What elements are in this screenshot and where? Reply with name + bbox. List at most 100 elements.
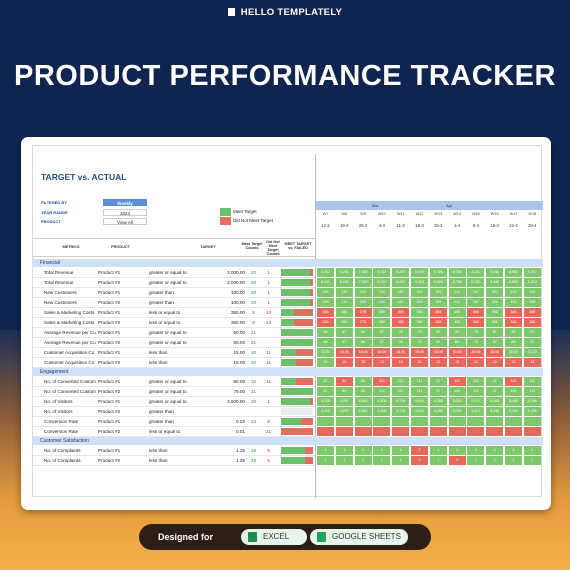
heatmap-cell[interactable]: 385	[373, 318, 391, 327]
heatmap-cell[interactable]: 495	[392, 318, 410, 327]
heatmap-cell[interactable]: 13	[317, 358, 334, 367]
heatmap-cell[interactable]: 495	[448, 318, 466, 327]
heatmap-cell[interactable]: 7,080	[354, 278, 372, 287]
heatmap-cell[interactable]: 165	[317, 288, 334, 297]
heatmap-cell[interactable]	[317, 417, 334, 426]
heatmap-cell[interactable]: 76	[392, 328, 410, 337]
heatmap-cell[interactable]: 5,345	[486, 407, 504, 416]
heatmap-cell[interactable]: 6,237	[392, 268, 410, 277]
heatmap-cell[interactable]: 4,908	[373, 397, 391, 406]
heatmap-cell[interactable]: 165	[317, 298, 334, 307]
heatmap-cell[interactable]: 346	[411, 318, 428, 327]
heatmap-cell[interactable]: 167	[467, 288, 485, 297]
heatmap-cell[interactable]: 18	[354, 358, 372, 367]
heatmap-cell[interactable]: 103	[505, 298, 522, 307]
heatmap-cell[interactable]: 103	[505, 288, 522, 297]
heatmap-cell[interactable]	[467, 417, 485, 426]
google-sheets-button[interactable]: GOOGLE SHEETS	[310, 529, 408, 545]
heatmap-cell[interactable]: 57	[523, 338, 541, 347]
heatmap-cell[interactable]: 4,840	[411, 397, 428, 406]
heatmap-cell[interactable]: 1	[505, 456, 522, 465]
heatmap-cell[interactable]: 57	[373, 338, 391, 347]
heatmap-cell[interactable]: 15.00	[505, 348, 522, 357]
heatmap-cell[interactable]: 159	[523, 288, 541, 297]
heatmap-cell[interactable]: 1	[392, 446, 410, 455]
heatmap-cell[interactable]: 84	[335, 377, 353, 386]
heatmap-cell[interactable]: 112	[448, 387, 466, 396]
heatmap-cell[interactable]: 16	[392, 358, 410, 367]
heatmap-cell[interactable]: 69	[448, 338, 466, 347]
heatmap-cell[interactable]: 112	[505, 387, 522, 396]
heatmap-cell[interactable]: 68	[317, 338, 334, 347]
heatmap-cell[interactable]: 346	[317, 308, 334, 317]
heatmap-cell[interactable]: 87	[335, 328, 353, 337]
heatmap-cell[interactable]: 167	[392, 288, 410, 297]
filter-period-select[interactable]: Weekly	[103, 199, 147, 206]
heatmap-cell[interactable]: 4,908	[373, 407, 391, 416]
heatmap-cell[interactable]: 75	[411, 338, 428, 347]
heatmap-cell[interactable]: 1	[429, 446, 447, 455]
heatmap-cell[interactable]: 111	[523, 377, 541, 386]
heatmap-cell[interactable]	[486, 427, 504, 436]
heatmap-cell[interactable]: 7,080	[354, 268, 372, 277]
heatmap-cell[interactable]: 15	[411, 358, 428, 367]
heatmap-cell[interactable]: 5,434	[411, 278, 428, 287]
heatmap-cell[interactable]: 87	[335, 338, 353, 347]
heatmap-cell[interactable]: 57	[523, 328, 541, 337]
heatmap-cell[interactable]: 6,326	[429, 278, 447, 287]
filter-year-select[interactable]: 2024	[103, 209, 147, 216]
heatmap-cell[interactable]: 5,092	[448, 397, 466, 406]
heatmap-cell[interactable]: 13	[523, 358, 541, 367]
heatmap-cell[interactable]: 5,217	[467, 407, 485, 416]
heatmap-cell[interactable]	[373, 427, 391, 436]
heatmap-cell[interactable]: 3	[448, 456, 466, 465]
heatmap-cell[interactable]	[317, 427, 334, 436]
heatmap-cell[interactable]: 5,396	[523, 397, 541, 406]
heatmap-cell[interactable]: 385	[429, 318, 447, 327]
heatmap-cell[interactable]	[523, 427, 541, 436]
heatmap-cell[interactable]: 15	[448, 358, 466, 367]
heatmap-cell[interactable]: 97	[429, 377, 447, 386]
heatmap-cell[interactable]	[411, 427, 428, 436]
heatmap-cell[interactable]: 346	[467, 308, 485, 317]
heatmap-cell[interactable]: 87	[486, 338, 504, 347]
heatmap-cell[interactable]: 86	[354, 328, 372, 337]
heatmap-cell[interactable]: 87	[317, 387, 334, 396]
heatmap-cell[interactable]: 87	[317, 377, 334, 386]
heatmap-cell[interactable]: 112	[392, 387, 410, 396]
heatmap-cell[interactable]: 97	[486, 387, 504, 396]
heatmap-cell[interactable]: 1	[467, 446, 485, 455]
heatmap-cell[interactable]: 97	[486, 377, 504, 386]
heatmap-cell[interactable]: 76	[392, 338, 410, 347]
heatmap-cell[interactable]: 83	[354, 387, 372, 396]
heatmap-cell[interactable]: 62	[429, 328, 447, 337]
heatmap-cell[interactable]: 16	[467, 358, 485, 367]
heatmap-cell[interactable]: 203	[354, 298, 372, 307]
heatmap-cell[interactable]: 1	[429, 456, 447, 465]
heatmap-cell[interactable]	[373, 417, 391, 426]
heatmap-cell[interactable]: 112	[448, 377, 466, 386]
heatmap-cell[interactable]: 276	[354, 318, 372, 327]
heatmap-cell[interactable]: 78	[467, 338, 485, 347]
heatmap-cell[interactable]: 15.00	[335, 348, 353, 357]
heatmap-cell[interactable]: 112	[373, 387, 391, 396]
heatmap-cell[interactable]: 1	[317, 456, 334, 465]
heatmap-cell[interactable]: 132	[373, 298, 391, 307]
heatmap-cell[interactable]: 356	[335, 318, 353, 327]
heatmap-cell[interactable]	[505, 417, 522, 426]
heatmap-cell[interactable]: 1	[373, 456, 391, 465]
heatmap-cell[interactable]	[486, 417, 504, 426]
heatmap-cell[interactable]: 6,892	[505, 278, 522, 287]
heatmap-cell[interactable]: 84	[335, 387, 353, 396]
heatmap-cell[interactable]: 1	[335, 446, 353, 455]
heatmap-cell[interactable]: 1	[505, 446, 522, 455]
heatmap-cell[interactable]: 78	[467, 328, 485, 337]
heatmap-cell[interactable]: 62	[429, 338, 447, 347]
heatmap-cell[interactable]: 276	[354, 308, 372, 317]
heatmap-cell[interactable]: 16.00	[429, 348, 447, 357]
heatmap-cell[interactable]: 68	[317, 328, 334, 337]
heatmap-cell[interactable]: 18.00	[354, 348, 372, 357]
heatmap-cell[interactable]: 6,241	[317, 278, 334, 287]
heatmap-cell[interactable]: 1	[486, 446, 504, 455]
heatmap-cell[interactable]: 6,251	[335, 278, 353, 287]
